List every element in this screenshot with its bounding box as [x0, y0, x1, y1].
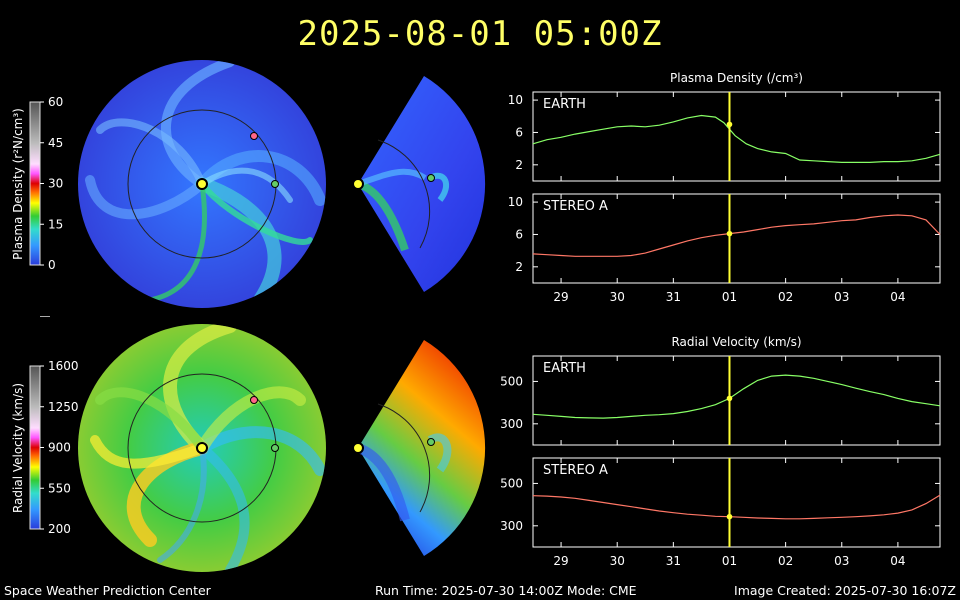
sun-marker-velocity-wedge — [352, 442, 364, 454]
velocity-colorbar-tick-label: 1600 — [48, 359, 79, 373]
density-colorbar-tick-label: 45 — [48, 136, 63, 150]
series-line — [532, 214, 941, 257]
velocity-colorbar-tick-label: 1250 — [48, 400, 79, 414]
panel-label: EARTH — [543, 361, 586, 376]
panel-label: STEREO A — [543, 199, 608, 214]
density-colorbar: 60 45 30 15 0 Plasma Density (r²N/cm³) — [11, 95, 63, 272]
y-tick-label: 500 — [500, 374, 523, 388]
density-colorbar-tick-label: 60 — [48, 95, 63, 109]
separator-dash — [40, 316, 50, 317]
y-tick-label: 10 — [508, 93, 523, 107]
y-tick-label: 300 — [500, 417, 523, 431]
panel-label: EARTH — [543, 97, 586, 112]
time-series-charts: Plasma Density (/cm³) EARTH 10 6 2 STEREO A 10… — [500, 71, 941, 568]
sun-marker-velocity — [196, 442, 208, 454]
x-tick-label: 03 — [834, 290, 849, 304]
chart-title: Radial Velocity (km/s) — [671, 335, 801, 349]
earth-marker-density — [271, 180, 279, 188]
sun-marker-density — [196, 178, 208, 190]
x-tick-label: 02 — [778, 290, 793, 304]
chart-panel: Plasma Density (/cm³) EARTH 10 6 2 — [508, 71, 941, 182]
stereo-a-marker-density — [250, 132, 258, 140]
density-meridional-wedge — [352, 76, 486, 292]
plot-frame — [532, 355, 941, 446]
velocity-colorbar: 1600 1250 900 550 200 Radial Velocity (km/s) — [11, 359, 79, 536]
density-colorbar-tick-label: 30 — [48, 177, 63, 191]
x-tick-label: 01 — [722, 554, 737, 568]
current-value-point — [726, 395, 733, 402]
y-tick-label: 6 — [515, 125, 523, 139]
y-tick-label: 10 — [508, 195, 523, 209]
x-tick-label: 04 — [890, 554, 905, 568]
chart-panel: STEREO A 10 6 2 29 30 31 01 02 03 04 — [508, 193, 941, 304]
current-value-point — [726, 230, 733, 237]
earth-marker-velocity — [271, 444, 279, 452]
y-tick-label: 500 — [500, 476, 523, 490]
footer-image-created: Image Created: 2025-07-30 16:07Z — [734, 583, 956, 598]
earth-marker-density-wedge — [427, 174, 435, 182]
x-tick-label: 04 — [890, 290, 905, 304]
footer-organization: Space Weather Prediction Center — [4, 583, 211, 598]
velocity-colorbar-tick-label: 550 — [48, 481, 71, 495]
density-colorbar-tick-label: 0 — [48, 258, 56, 272]
x-tick-label: 30 — [610, 554, 625, 568]
density-ecliptic-disk — [78, 60, 326, 308]
density-colorbar-label: Plasma Density (r²N/cm³) — [11, 108, 25, 260]
plot-frame — [532, 193, 941, 284]
velocity-colorbar-tick-label: 900 — [48, 441, 71, 455]
velocity-ecliptic-disk — [78, 324, 326, 572]
velocity-colorbar-label: Radial Velocity (km/s) — [11, 383, 25, 513]
y-tick-label: 2 — [515, 158, 523, 172]
y-tick-label: 6 — [515, 227, 523, 241]
series-line — [532, 114, 941, 163]
velocity-colorbar-tick-label: 200 — [48, 522, 71, 536]
velocity-meridional-wedge — [352, 340, 486, 556]
panel-label: STEREO A — [543, 463, 608, 478]
x-tick-label: 02 — [778, 554, 793, 568]
x-tick-label: 29 — [553, 554, 568, 568]
x-tick-label: 29 — [553, 290, 568, 304]
density-colorbar-tick-label: 15 — [48, 217, 63, 231]
current-value-point — [726, 121, 733, 128]
sun-marker-density-wedge — [352, 178, 364, 190]
page-title: 2025-08-01 05:00Z — [297, 14, 663, 54]
current-value-point — [726, 513, 733, 520]
earth-marker-velocity-wedge — [427, 438, 435, 446]
footer-run-time: Run Time: 2025-07-30 14:00Z Mode: CME — [375, 583, 637, 598]
y-tick-label: 300 — [500, 519, 523, 533]
x-tick-label: 31 — [666, 290, 681, 304]
x-tick-label: 31 — [666, 554, 681, 568]
x-tick-label: 01 — [722, 290, 737, 304]
y-tick-label: 2 — [515, 260, 523, 274]
stereo-a-marker-velocity — [250, 396, 258, 404]
x-tick-label: 03 — [834, 554, 849, 568]
series-line — [532, 374, 941, 419]
chart-panel: Radial Velocity (km/s) EARTH 500 300 — [500, 335, 941, 446]
x-tick-label: 30 — [610, 290, 625, 304]
series-line — [532, 494, 941, 520]
chart-title: Plasma Density (/cm³) — [670, 71, 803, 85]
chart-panel: STEREO A 500 300 29 30 31 01 02 03 04 — [500, 457, 941, 568]
